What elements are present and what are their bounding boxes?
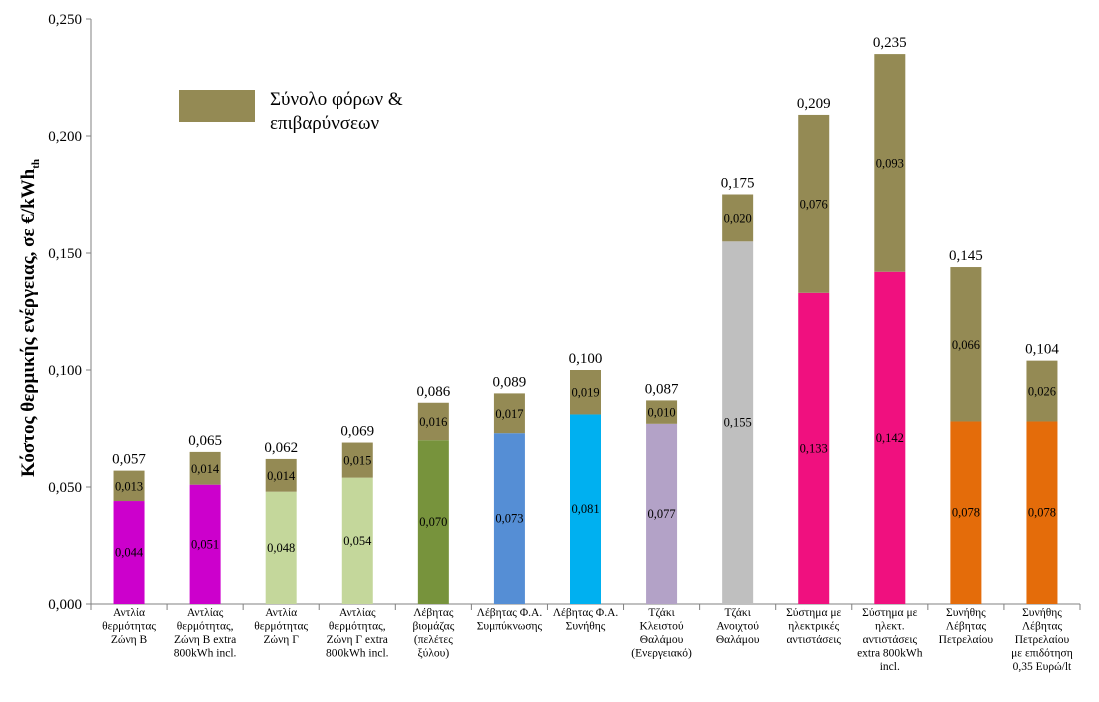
y-tick-label: 0,200	[48, 129, 82, 145]
base-value-label: 0,078	[1028, 506, 1056, 520]
bar-base-segment	[1026, 421, 1058, 604]
bars	[113, 54, 1058, 605]
base-value-label: 0,078	[952, 506, 980, 520]
base-value-label: 0,054	[343, 534, 372, 548]
tax-value-label: 0,093	[876, 156, 904, 170]
x-tick-label: Τζάκι Ανοιχτού Θαλάμου	[716, 607, 760, 646]
x-tick-label: Σύστημα με ηλεκτρικές αντιστάσεις	[786, 607, 841, 646]
y-tick-label: 0,250	[48, 12, 82, 28]
x-tick-label: Αντλία θερμότητας Ζώνη Γ	[254, 607, 308, 646]
total-value-label: 0,086	[416, 384, 450, 400]
bar-base-segment	[646, 423, 678, 604]
bar-tax-segment	[341, 442, 373, 478]
base-value-label: 0,081	[571, 502, 599, 516]
base-value-label: 0,044	[115, 546, 144, 560]
tax-value-label: 0,016	[419, 415, 447, 429]
x-tick-label: Συνήθης Λέβητας Πετρελαίου με επιδότηση 0,35…	[1011, 607, 1073, 673]
bar-tax-segment	[265, 458, 297, 492]
y-tick-label: 0,000	[48, 597, 82, 613]
tax-value-label: 0,010	[648, 406, 676, 420]
total-value-label: 0,175	[721, 176, 755, 192]
bar-tax-segment	[189, 451, 221, 485]
legend-swatch	[179, 90, 255, 122]
base-value-label: 0,073	[495, 512, 523, 526]
tax-value-label: 0,019	[571, 386, 599, 400]
x-tick-label: Αντλία θερμότητας Ζώνη Β	[102, 607, 156, 646]
y-axis-title-text: Κόστος θερμικής ενέργειας, σε €/kWh	[18, 168, 40, 478]
total-value-label: 0,145	[949, 248, 983, 264]
total-value-label: 0,209	[797, 96, 831, 112]
bar-base-segment	[798, 292, 830, 604]
tax-value-label: 0,014	[267, 469, 296, 483]
bar-base-segment	[113, 501, 145, 604]
base-value-label: 0,133	[800, 441, 828, 455]
base-value-label: 0,051	[191, 537, 219, 551]
bar-base-segment	[189, 484, 221, 604]
total-value-label: 0,087	[645, 381, 679, 397]
bar-tax-segment	[417, 402, 449, 441]
tax-value-label: 0,066	[952, 338, 980, 352]
bar-tax-segment	[646, 400, 678, 424]
data-labels: 0,044 0,013 0,057 0,051 0,014 0,065 0,048 0,014…	[112, 35, 1059, 559]
y-tick-label: 0,050	[48, 480, 82, 496]
x-tick-label: Λέβητας Φ.Α. Συνήθης	[553, 607, 619, 633]
total-value-label: 0,235	[873, 35, 907, 51]
total-value-label: 0,069	[340, 424, 374, 440]
bar-tax-segment	[798, 114, 830, 293]
legend-label-line-1: Σύνολο φόρων &	[270, 89, 403, 110]
tax-value-label: 0,076	[800, 197, 828, 211]
tax-value-label: 0,026	[1028, 385, 1056, 399]
bar-base-segment	[493, 433, 525, 604]
y-tick-label: 0,100	[48, 363, 82, 379]
bar-tax-segment	[874, 54, 906, 272]
total-value-label: 0,104	[1025, 342, 1059, 358]
base-value-label: 0,077	[648, 507, 676, 521]
total-value-label: 0,089	[493, 374, 527, 390]
total-value-label: 0,100	[569, 351, 603, 367]
bar-base-segment	[265, 491, 297, 604]
bar-tax-segment	[1026, 360, 1058, 422]
bar-tax-segment	[722, 194, 754, 242]
tax-value-label: 0,014	[191, 462, 220, 476]
bar-base-segment	[874, 271, 906, 604]
base-value-label: 0,155	[724, 416, 752, 430]
legend-label-line-2: επιβαρύνσεων	[270, 113, 380, 134]
bar-tax-segment	[493, 393, 525, 434]
base-value-label: 0,048	[267, 541, 295, 555]
y-tick-label: 0,150	[48, 246, 82, 262]
bar-base-segment	[341, 477, 373, 604]
tax-value-label: 0,020	[724, 211, 752, 225]
x-tick-label: Τζάκι Κλειστού Θαλάμου (Ενεργειακό)	[631, 607, 692, 660]
bar-base-segment	[570, 414, 601, 604]
x-tick-label: Αντλίας θερμότητας, Ζώνη Γ extra 800kWh inc…	[326, 607, 389, 660]
axes: 0,000 0,050 0,100 0,150 0,200 0,250 Αντλία θερμ…	[48, 12, 1081, 673]
x-tick-label: Αντλίας θερμότητας, Ζώνη Β extra 800kWh inc…	[174, 607, 237, 660]
base-value-label: 0,142	[876, 431, 904, 445]
x-tick-label: Σύστημα με ηλεκτ. αντιστάσεις extra 800kWh i…	[857, 607, 923, 673]
bar-base-segment	[417, 440, 449, 604]
base-value-label: 0,070	[419, 515, 447, 529]
bar-base-segment	[950, 421, 982, 604]
tax-value-label: 0,017	[495, 407, 523, 421]
x-tick-label: Συνήθης Λέβητας Πετρελαίου	[939, 607, 994, 646]
bar-tax-segment	[113, 470, 145, 502]
bar-tax-segment	[950, 267, 982, 422]
legend: Σύνολο φόρων & επιβαρύνσεων	[179, 89, 403, 134]
total-value-label: 0,065	[188, 433, 222, 449]
total-value-label: 0,057	[112, 452, 146, 468]
tax-value-label: 0,015	[343, 454, 371, 468]
tax-value-label: 0,013	[115, 479, 143, 493]
y-axis-title-subscript: th	[29, 158, 42, 169]
bar-base-segment	[722, 241, 754, 605]
x-tick-label: Λέβητας βιομάζας (πελέτες ξύλου)	[412, 607, 454, 660]
x-tick-label: Λέβητας Φ.Α. Συμπύκνωσης	[477, 607, 543, 633]
bar-tax-segment	[570, 370, 601, 415]
total-value-label: 0,062	[264, 440, 298, 456]
